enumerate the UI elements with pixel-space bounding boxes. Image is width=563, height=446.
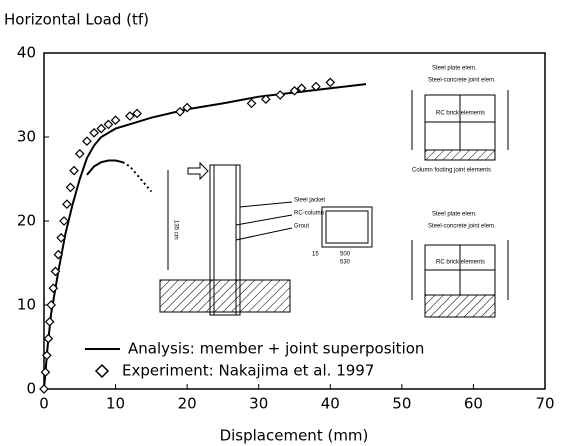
data-point [56, 232, 67, 243]
data-point [182, 102, 192, 113]
data-point [42, 350, 52, 361]
annotation: RC brick elements [436, 260, 485, 266]
x-tick-label: 10 [106, 395, 125, 413]
x-tick-label: 20 [178, 395, 197, 413]
data-point [103, 119, 114, 130]
annotation: RC brick elements [436, 111, 485, 117]
column-diagram: Steel jacket RC-column Grout 135 cm 15 5… [159, 161, 373, 316]
annotation: Steel plate elem. [432, 66, 477, 72]
data-point [325, 77, 336, 88]
data-point [40, 367, 51, 378]
data-point [96, 123, 107, 134]
annotation: 530 [340, 260, 351, 266]
annotation: Grout [294, 224, 309, 230]
data-point [275, 90, 286, 100]
x-tick-label: 50 [392, 395, 411, 413]
data-point [82, 136, 92, 147]
data-point [69, 165, 79, 176]
data-point [53, 249, 64, 260]
data-point [43, 333, 54, 344]
annotation: 500 [340, 252, 351, 258]
legend-symbol [94, 363, 110, 379]
legend-label: Experiment: Nakajima et al. 1997 [122, 362, 374, 380]
data-point [289, 85, 300, 96]
y-tick-label: 20 [17, 212, 36, 230]
annotation: Steel-concrete joint elem. [428, 224, 496, 230]
data-point [44, 316, 55, 327]
y-tick-label: 10 [17, 296, 36, 314]
data-point [59, 216, 69, 226]
data-point [175, 106, 185, 117]
annotation: 15 [312, 252, 319, 258]
data-point [74, 148, 85, 159]
data-point [246, 98, 257, 109]
annotation: Steel-concrete joint elem. [428, 78, 496, 84]
data-point [125, 111, 135, 121]
annotation: RC-column [294, 211, 324, 217]
x-tick-label: 70 [535, 395, 554, 413]
data-point [65, 182, 76, 193]
line [122, 161, 153, 193]
y-tick-label: 30 [17, 128, 36, 146]
data-point [62, 199, 72, 210]
data-point [46, 300, 57, 310]
annotation: Column footing joint elements [412, 168, 491, 174]
data-point [296, 83, 307, 94]
chart-title: Horizontal Load (tf) [4, 11, 149, 29]
mesh-diagram: Steel plate elem. Steel-concrete joint e… [411, 66, 509, 318]
data-point [89, 127, 99, 138]
y-tick-label: 40 [17, 44, 36, 62]
x-tick-label: 40 [321, 395, 340, 413]
data-point [110, 115, 121, 126]
x-tick-label: 30 [249, 395, 268, 413]
data-point [132, 108, 142, 119]
x-axis-label: Displacement (mm) [220, 427, 369, 445]
y-tick-label: 0 [26, 380, 36, 398]
annotation: Steel plate elem. [432, 212, 477, 218]
x-tick-label: 0 [39, 395, 49, 413]
annotation: Steel jacket [294, 198, 325, 204]
data-point [39, 384, 49, 394]
x-tick-label: 60 [464, 395, 483, 413]
data-point [48, 283, 59, 294]
data-point [50, 266, 61, 277]
line [86, 159, 123, 176]
data-point [261, 94, 271, 105]
data-point [311, 81, 321, 92]
annotation: 135 cm [172, 220, 178, 240]
legend-label: Analysis: member + joint superposition [128, 340, 424, 358]
